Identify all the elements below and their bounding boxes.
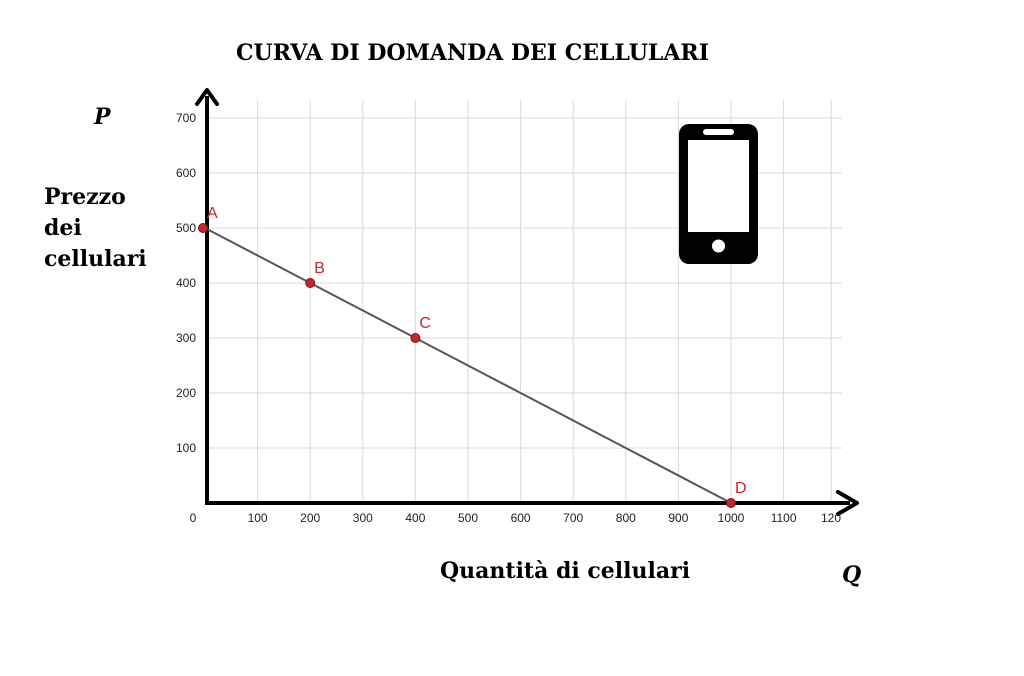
chart-title: CURVA DI DOMANDA DEI CELLULARI	[236, 40, 709, 66]
x-axis-symbol: Q	[842, 562, 862, 588]
data-point	[305, 278, 316, 288]
x-tick-label: 400	[405, 511, 425, 525]
x-tick-label: 700	[563, 511, 583, 525]
y-axis-label: Prezzo dei cellulari	[44, 182, 164, 275]
y-axis-label-line: cellulari	[44, 246, 147, 272]
y-tick-label: 400	[176, 276, 196, 290]
x-tick-label: 0	[190, 511, 197, 525]
y-tick-label: 700	[176, 111, 196, 125]
series: A B C D	[198, 205, 747, 508]
y-tick-label: 600	[176, 166, 196, 180]
y-tick-label: 100	[176, 441, 196, 455]
x-axis-arrow	[836, 490, 859, 516]
x-tick-label: 300	[353, 511, 373, 525]
x-tick-label: 600	[511, 511, 531, 525]
x-tick-label: 500	[458, 511, 478, 525]
data-point	[726, 498, 736, 508]
y-tick-label: 300	[176, 331, 196, 345]
x-tick-label: 200	[300, 511, 320, 525]
y-tick-label: 500	[176, 221, 196, 235]
y-axis-symbol: P	[94, 104, 111, 130]
tick-labels: 0 100 200 300 400 500 600 700 800 900 1000 1100 120 1…	[176, 111, 841, 525]
point-label: A	[207, 205, 218, 222]
point-label: B	[314, 260, 325, 277]
y-axis-label-line: dei	[44, 215, 82, 241]
data-point	[410, 333, 421, 343]
axes	[195, 88, 859, 516]
x-tick-label: 800	[616, 511, 636, 525]
x-tick-label: 1100	[771, 511, 797, 525]
x-tick-label: 120	[821, 511, 841, 525]
data-point	[198, 223, 208, 233]
point-label: C	[419, 315, 431, 332]
y-tick-label: 200	[176, 386, 196, 400]
smartphone-icon	[679, 124, 758, 264]
x-tick-label: 100	[248, 511, 268, 525]
point-label: D	[735, 480, 747, 497]
y-axis-arrow	[195, 88, 219, 106]
y-axis-label-line: Prezzo	[44, 184, 126, 210]
demand-curve	[204, 227, 732, 504]
x-axis-label: Quantità di cellulari	[440, 558, 691, 584]
x-tick-label: 900	[668, 511, 688, 525]
x-tick-label: 1000	[718, 511, 745, 525]
